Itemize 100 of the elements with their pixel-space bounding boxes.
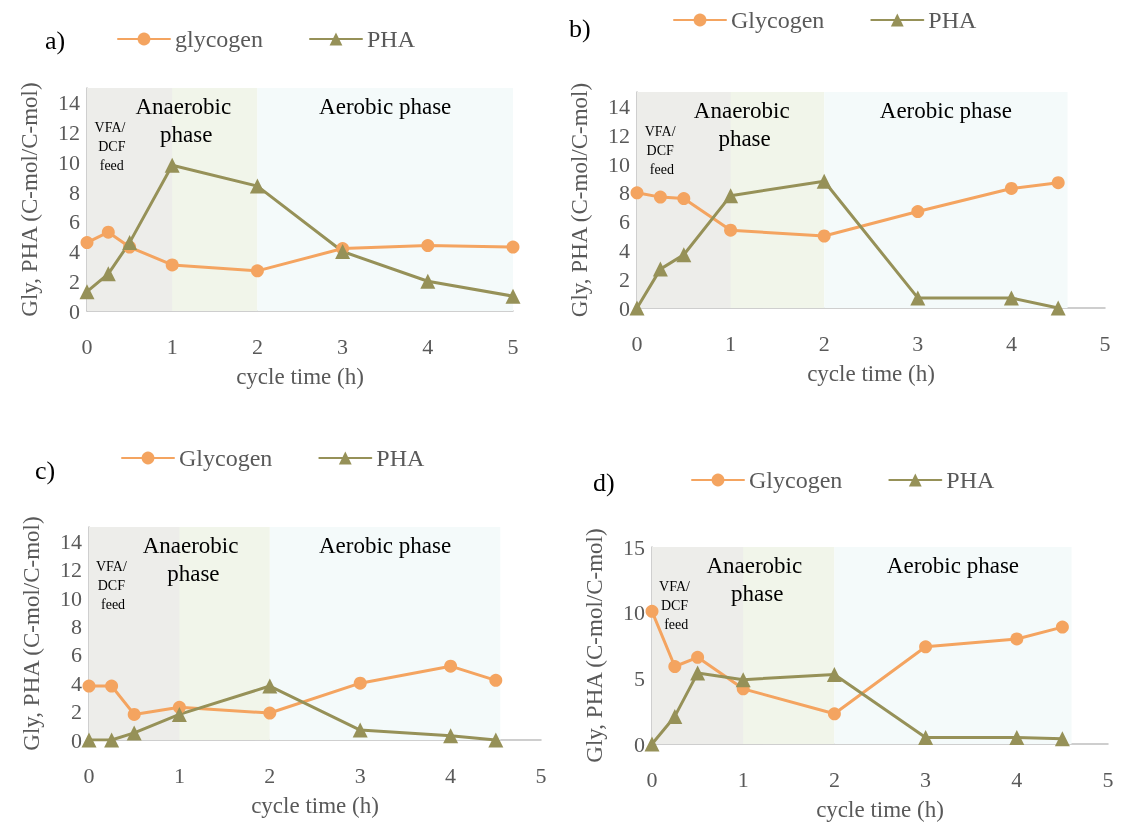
point	[723, 188, 739, 204]
point	[817, 229, 831, 243]
y-tick-label: 8	[69, 179, 80, 205]
y-axis-title: Gly, PHA (C-mol/C-mol)	[567, 82, 592, 318]
legend-label: Glycogen	[179, 445, 273, 471]
point	[82, 679, 96, 693]
point	[735, 672, 751, 688]
point	[127, 707, 141, 721]
y-tick-label: 14	[58, 90, 80, 116]
x-tick-label: 5	[535, 762, 547, 788]
point	[1010, 632, 1024, 646]
point	[81, 732, 97, 748]
y-tick-label: 12	[608, 122, 630, 148]
point	[910, 290, 926, 306]
legend-label: glycogen	[175, 26, 263, 52]
y-tick-label: 2	[619, 266, 630, 292]
band-label: Anaerobic phase	[135, 93, 237, 147]
point	[629, 300, 645, 316]
band-label: VFA/ DCF feed	[95, 559, 131, 612]
point	[1055, 620, 1069, 634]
point	[250, 264, 264, 278]
band-label: Anaerobic phase	[706, 552, 808, 606]
point	[691, 650, 705, 664]
point	[420, 273, 436, 289]
y-tick-label: 4	[619, 237, 630, 263]
y-tick-label: 8	[619, 180, 630, 206]
point	[263, 706, 277, 720]
x-tick-label: 3	[920, 766, 932, 792]
point	[644, 736, 660, 752]
x-tick-label: 1	[725, 330, 737, 356]
x-axis-title: cycle time (h)	[251, 793, 379, 818]
point	[122, 235, 138, 251]
point	[79, 284, 95, 300]
y-tick-label: 12	[60, 557, 82, 583]
point	[1051, 176, 1065, 190]
point	[335, 244, 351, 260]
chart-title: b)	[569, 13, 591, 43]
y-tick-label: 5	[634, 665, 645, 691]
band-label: Aerobic phase	[886, 552, 1020, 578]
point	[826, 666, 842, 682]
band-label: VFA/ DCF feed	[659, 579, 694, 632]
point	[677, 192, 691, 206]
y-tick-label: 14	[60, 528, 82, 554]
legend-label: PHA	[366, 26, 416, 52]
x-tick-label: 2	[828, 766, 840, 792]
point	[645, 604, 659, 618]
x-tick-label: 1	[173, 762, 185, 788]
x-tick-label: 4	[445, 762, 457, 788]
point	[919, 640, 933, 654]
point	[101, 225, 115, 239]
band-label: Anaerobic phase	[693, 97, 796, 151]
point	[668, 660, 682, 674]
point	[353, 676, 367, 690]
point	[165, 258, 179, 272]
x-tick-label: 4	[1005, 330, 1017, 356]
point	[652, 261, 668, 277]
y-tick-label: 0	[619, 295, 630, 321]
band-label: VFA/ DCF feed	[644, 124, 680, 177]
y-tick-label: 0	[69, 298, 80, 324]
x-axis-title: cycle time (h)	[816, 797, 944, 822]
y-tick-label: 4	[69, 239, 80, 265]
chart-title: d)	[593, 467, 615, 497]
chart-title: a)	[45, 25, 66, 55]
x-tick-label: 3	[354, 762, 366, 788]
band-label: Aerobic phase	[879, 97, 1012, 123]
y-tick-label: 10	[58, 149, 80, 175]
y-tick-label: 10	[608, 151, 630, 177]
y-tick-label: 6	[619, 209, 630, 235]
y-tick-label: 10	[60, 585, 82, 611]
point	[80, 236, 94, 250]
point	[105, 679, 119, 693]
point	[724, 223, 738, 237]
point	[506, 240, 520, 254]
x-tick-label: 1	[166, 333, 178, 359]
legend-label: PHA	[376, 445, 425, 471]
chart-title: c)	[35, 455, 56, 485]
band-label: Aerobic phase	[318, 532, 452, 558]
x-tick-label: 2	[818, 330, 830, 356]
y-tick-label: 0	[634, 731, 645, 757]
point	[488, 732, 504, 748]
y-axis-title: Gly, PHA (C-mol/C-mol)	[17, 82, 42, 317]
legend-label: Glycogen	[731, 7, 825, 33]
x-tick-label: 3	[337, 333, 349, 359]
point	[444, 659, 458, 673]
point	[104, 732, 120, 748]
point	[918, 729, 934, 745]
point	[816, 173, 832, 189]
x-tick-label: 4	[1011, 766, 1023, 792]
x-tick-label: 2	[264, 762, 276, 788]
band-label: Aerobic phase	[319, 93, 452, 119]
legend-label: Glycogen	[749, 467, 843, 493]
point	[505, 288, 521, 304]
y-tick-label: 6	[69, 209, 80, 235]
point	[653, 190, 667, 204]
y-tick-label: 12	[58, 120, 80, 146]
point	[249, 178, 265, 194]
y-tick-label: 10	[623, 600, 645, 626]
legend-label: PHA	[946, 467, 995, 493]
y-tick-label: 15	[623, 534, 645, 560]
point	[1009, 729, 1025, 745]
